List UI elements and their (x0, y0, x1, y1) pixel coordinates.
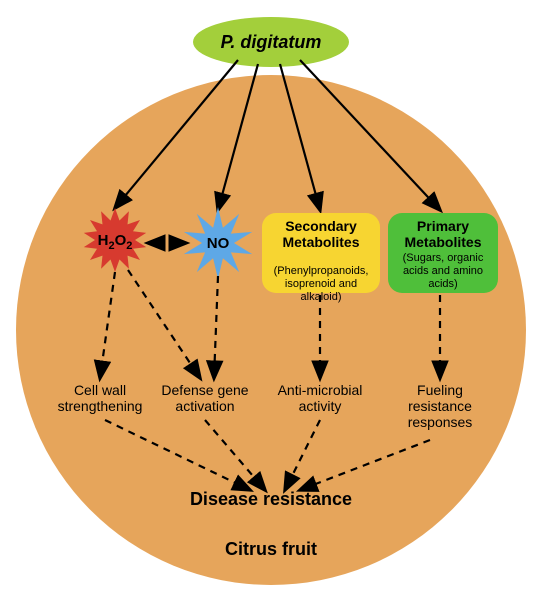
primary-box-sub-0: (Sugars, organic (403, 252, 484, 264)
disease-resistance-label: Disease resistance (190, 489, 352, 509)
primary-box-sub-2: acids) (428, 278, 457, 290)
fueling-l1: Fueling (417, 382, 463, 398)
defense-l1: Defense gene (161, 382, 248, 398)
cellwall-l1: Cell wall (74, 382, 126, 398)
source-label: P. digitatum (221, 32, 322, 52)
primary-box-title1: Primary (417, 218, 469, 234)
citrus-fruit-label: Citrus fruit (225, 539, 317, 559)
secondary-box-sub-1: (Phenylpropanoids, (274, 265, 369, 277)
no-label: NO (207, 235, 230, 252)
secondary-box-title1: Secondary (285, 218, 357, 234)
secondary-box-sub-2: isoprenoid and (285, 278, 357, 290)
primary-box-sub-1: acids and amino (403, 265, 483, 277)
fueling-l2: resistance (408, 398, 472, 414)
diagram: P. digitatumH2O2NOSecondaryMetabolites(P… (0, 0, 542, 600)
cellwall-l2: strengthening (58, 398, 143, 414)
fueling-l3: responses (408, 414, 473, 430)
secondary-box-title2: Metabolites (282, 234, 359, 250)
primary-box-title2: Metabolites (404, 234, 481, 250)
antimicrobial-l2: activity (299, 398, 342, 414)
antimicrobial-l1: Anti-microbial (278, 382, 363, 398)
defense-l2: activation (175, 398, 234, 414)
